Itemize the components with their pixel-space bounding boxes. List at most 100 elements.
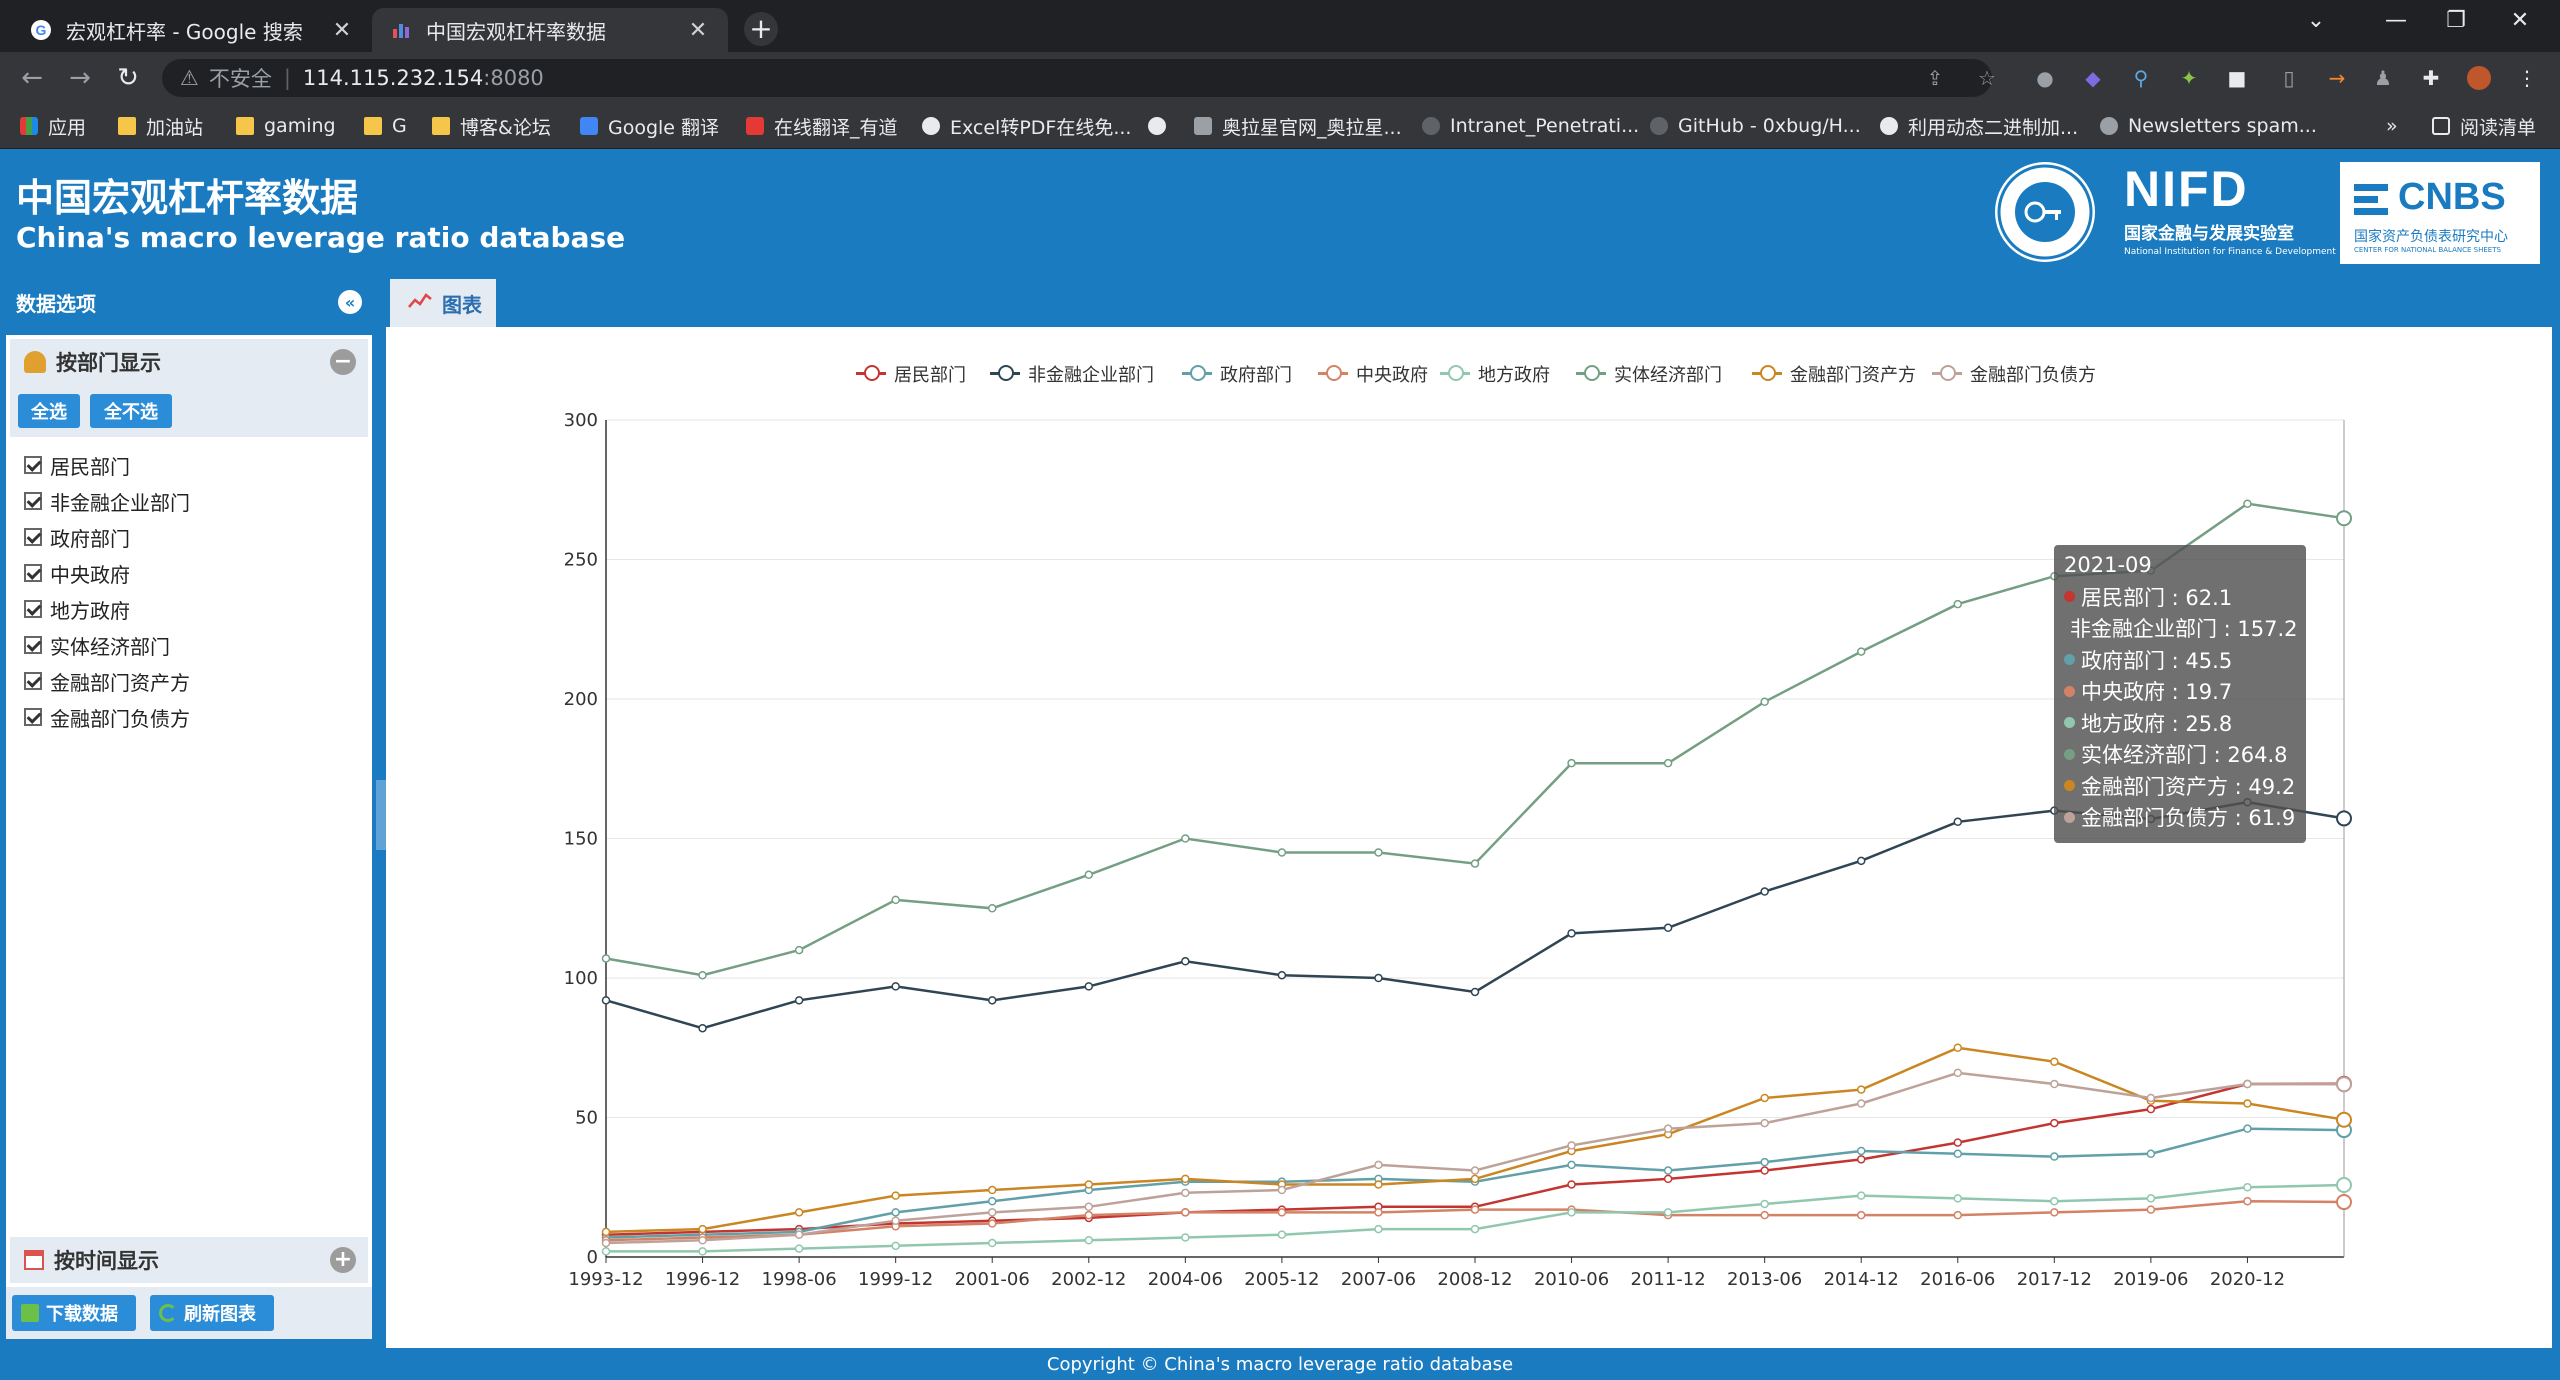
data-point[interactable] <box>891 1208 900 1217</box>
data-point[interactable] <box>891 1216 900 1225</box>
data-point[interactable] <box>1374 973 1383 983</box>
data-point[interactable] <box>1084 1180 1094 1189</box>
data-point[interactable] <box>1567 758 1576 768</box>
data-point[interactable] <box>1856 1146 1866 1156</box>
data-point[interactable] <box>2336 1111 2352 1128</box>
bookmark-link[interactable] <box>1148 112 1176 140</box>
data-point[interactable] <box>2243 1079 2252 1089</box>
data-point[interactable] <box>1953 1138 1963 1147</box>
bookmark-link[interactable]: GitHub - 0xbug/H... <box>1650 112 1861 140</box>
data-point[interactable] <box>1760 1210 1769 1220</box>
data-point[interactable] <box>601 954 611 963</box>
chevron-down-icon[interactable]: ⌄ <box>2306 8 2326 33</box>
data-point[interactable] <box>1277 1230 1287 1239</box>
collapse-minus-icon[interactable]: − <box>330 349 356 375</box>
dept-checkbox-item[interactable]: 金融部门资产方 <box>24 663 190 699</box>
checkbox-checked-icon[interactable] <box>24 528 42 546</box>
dept-checkbox-item[interactable]: 非金融企业部门 <box>24 483 190 519</box>
data-point[interactable] <box>2336 1076 2352 1093</box>
more-bookmarks-button[interactable]: » <box>2386 115 2398 137</box>
extension-icon[interactable]: ✦ <box>2180 66 2198 90</box>
bookmark-link[interactable]: Excel转PDF在线免... <box>922 112 1131 140</box>
data-point[interactable] <box>794 996 804 1005</box>
bookmark-folder[interactable]: 加油站 <box>118 112 203 140</box>
data-point[interactable] <box>2146 1194 2156 1203</box>
star-icon[interactable]: ☆ <box>1978 66 1996 90</box>
data-point[interactable] <box>1470 859 1480 868</box>
data-point[interactable] <box>1760 1118 1769 1128</box>
data-point[interactable] <box>2146 1104 2156 1114</box>
data-point[interactable] <box>2050 1057 2059 1066</box>
data-point[interactable] <box>1181 957 1190 966</box>
data-point[interactable] <box>601 1247 611 1256</box>
close-window-button[interactable]: ✕ <box>2510 8 2530 33</box>
data-point[interactable] <box>1663 1124 1673 1133</box>
data-point[interactable] <box>1663 923 1673 933</box>
data-point[interactable] <box>1181 1174 1190 1184</box>
data-point[interactable] <box>601 996 611 1005</box>
tab-chart[interactable]: 图表 <box>390 279 496 327</box>
back-button[interactable]: ← <box>21 63 43 93</box>
extension-icon[interactable]: ■ <box>2227 66 2247 90</box>
refresh-chart-button[interactable]: 刷新图表 <box>150 1295 274 1331</box>
data-point[interactable] <box>1181 1208 1190 1217</box>
data-point[interactable] <box>1181 1233 1190 1242</box>
data-point[interactable] <box>601 1238 611 1248</box>
data-point[interactable] <box>2050 1079 2059 1089</box>
data-point[interactable] <box>1567 929 1576 938</box>
extension-icon[interactable]: ● <box>2036 66 2054 90</box>
legend-item[interactable]: 金融部门负债方 <box>1932 361 2096 387</box>
checkbox-checked-icon[interactable] <box>24 492 42 510</box>
data-point[interactable] <box>1953 1149 1963 1159</box>
data-point[interactable] <box>1181 834 1190 843</box>
bookmark-link[interactable]: Intranet_Penetrati... <box>1422 112 1639 140</box>
data-point[interactable] <box>1760 1199 1769 1209</box>
expand-plus-icon[interactable]: + <box>330 1247 356 1273</box>
checkbox-checked-icon[interactable] <box>24 564 42 582</box>
data-point[interactable] <box>1567 1180 1576 1189</box>
data-point[interactable] <box>891 1191 900 1200</box>
checkbox-checked-icon[interactable] <box>24 708 42 726</box>
data-point[interactable] <box>987 1208 997 1217</box>
extension-icon[interactable]: ♟ <box>2374 66 2392 90</box>
data-point[interactable] <box>1856 1210 1866 1220</box>
data-point[interactable] <box>1374 1224 1383 1234</box>
data-point[interactable] <box>698 1224 707 1234</box>
select-all-button[interactable]: 全选 <box>18 394 80 428</box>
data-point[interactable] <box>1567 1160 1576 1170</box>
bookmark-link[interactable]: 奥拉星官网_奥拉星... <box>1194 112 1402 140</box>
checkbox-checked-icon[interactable] <box>24 456 42 474</box>
data-point[interactable] <box>2243 499 2252 508</box>
data-point[interactable] <box>794 945 804 955</box>
data-point[interactable] <box>1277 1185 1287 1195</box>
new-tab-button[interactable]: + <box>744 12 778 46</box>
data-point[interactable] <box>987 1219 997 1228</box>
data-point[interactable] <box>1567 1208 1576 1217</box>
data-point[interactable] <box>1084 982 1094 991</box>
data-point[interactable] <box>1953 1210 1963 1220</box>
data-point[interactable] <box>987 904 997 913</box>
data-point[interactable] <box>1374 848 1383 857</box>
data-point[interactable] <box>698 970 707 980</box>
data-point[interactable] <box>1374 1160 1383 1170</box>
data-point[interactable] <box>794 1208 804 1217</box>
data-point[interactable] <box>2050 1118 2059 1128</box>
bookmark-folder[interactable]: G <box>364 112 407 140</box>
data-point[interactable] <box>1470 987 1480 997</box>
menu-icon[interactable]: ⋮ <box>2517 66 2537 90</box>
data-point[interactable] <box>1663 1174 1673 1184</box>
bookmark-folder[interactable]: 博客&论坛 <box>432 112 551 140</box>
legend-item[interactable]: 居民部门 <box>856 361 966 387</box>
data-point[interactable] <box>2050 1208 2059 1217</box>
tab-leverage-database[interactable]: 中国宏观杠杆率数据 ✕ <box>372 8 728 52</box>
collapse-left-icon[interactable]: « <box>338 290 362 314</box>
bookmark-apps[interactable]: 应用 <box>20 112 86 140</box>
legend-item[interactable]: 中央政府 <box>1318 361 1428 387</box>
data-point[interactable] <box>1084 1202 1094 1212</box>
legend-item[interactable]: 实体经济部门 <box>1576 361 1722 387</box>
data-point[interactable] <box>794 1244 804 1253</box>
data-point[interactable] <box>1856 1085 1866 1094</box>
data-point[interactable] <box>1856 647 1866 656</box>
data-point[interactable] <box>1856 1155 1866 1164</box>
data-point[interactable] <box>2243 1196 2252 1206</box>
